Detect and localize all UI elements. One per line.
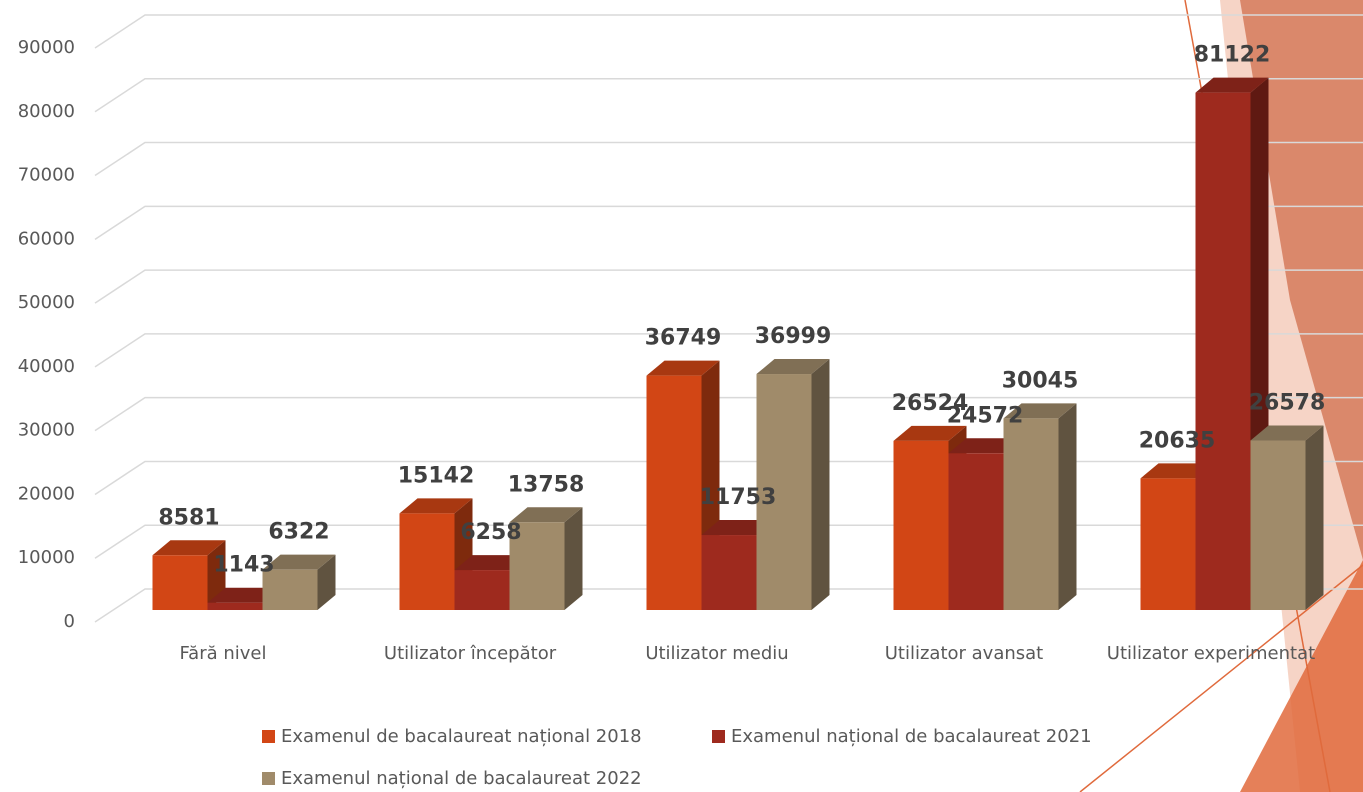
bar-front [208,603,263,610]
data-label: 30045 [1002,368,1079,393]
grid-line [95,143,1363,176]
bar-front [153,555,208,610]
chart: 0 10000 20000 30000 40000 50000 60000 70000 8000… [0,0,1363,792]
bar-front [702,535,757,610]
data-label: 6322 [268,520,329,545]
x-tick-label: Utilizator mediu [611,642,823,666]
y-tick-label: 40000 [18,356,75,377]
bar-front [1004,418,1059,610]
legend-label: Examenul național de bacalaureat 2021 [731,726,1092,747]
grid-line [95,15,1363,48]
y-tick-label: 30000 [18,420,75,441]
data-label: 26578 [1249,390,1326,415]
data-label: 8581 [158,505,219,530]
bar-side [565,507,583,610]
y-tick-label: 80000 [18,101,75,122]
grid-line [95,334,1363,367]
data-label: 13758 [508,472,585,497]
grid-line [95,270,1363,303]
bar-front [1141,478,1196,610]
legend-swatch [262,772,275,785]
legend-swatch [712,730,725,743]
plot-area: 0 10000 20000 30000 40000 50000 60000 70000 8000… [18,15,1363,632]
y-tick-label: 90000 [18,37,75,58]
y-tick-label: 10000 [18,547,75,568]
grid-line [95,79,1363,112]
data-label: 11753 [700,485,777,510]
grid-line [95,398,1363,431]
legend-entry: Examenul național de bacalaureat 2021 [712,726,1092,747]
data-label: 15142 [398,463,475,488]
y-tick-label: 0 [64,611,75,632]
legend-entry: Examenul de bacalaureat național 2018 [262,726,642,747]
bar-front [949,453,1004,610]
y-tick-label: 60000 [18,228,75,249]
bar-front [400,513,455,610]
legend-label: Examenul național de bacalaureat 2022 [281,768,642,789]
legend-swatch [262,730,275,743]
x-tick-label: Fără nivel [117,642,329,666]
bar [1004,403,1077,610]
x-tick-label: Utilizator experimentat [1105,642,1317,666]
bar-front [647,376,702,610]
y-tick-label: 50000 [18,292,75,313]
bar-side [812,359,830,610]
y-tick-label: 70000 [18,165,75,186]
bar-side [1059,403,1077,610]
data-label: 1143 [213,553,274,578]
data-label: 24572 [947,403,1024,428]
bar-front [455,570,510,610]
legend-entry: Examenul național de bacalaureat 2022 [262,768,642,789]
bar-front [1196,93,1251,610]
data-label: 20635 [1139,428,1216,453]
bar [1251,425,1324,610]
bar-side [1306,425,1324,610]
grid-line [95,206,1363,239]
data-label: 36749 [645,326,722,351]
data-label: 81122 [1194,43,1271,68]
x-tick-label: Utilizator avansat [858,642,1070,666]
bar-front [894,441,949,610]
data-label: 6258 [460,520,521,545]
page: 0 10000 20000 30000 40000 50000 60000 70000 8000… [0,0,1363,792]
x-tick-label: Utilizator începător [364,642,576,666]
y-tick-label: 20000 [18,483,75,504]
data-label: 36999 [755,324,832,349]
legend-label: Examenul de bacalaureat național 2018 [281,726,642,747]
bar-front [1251,440,1306,610]
